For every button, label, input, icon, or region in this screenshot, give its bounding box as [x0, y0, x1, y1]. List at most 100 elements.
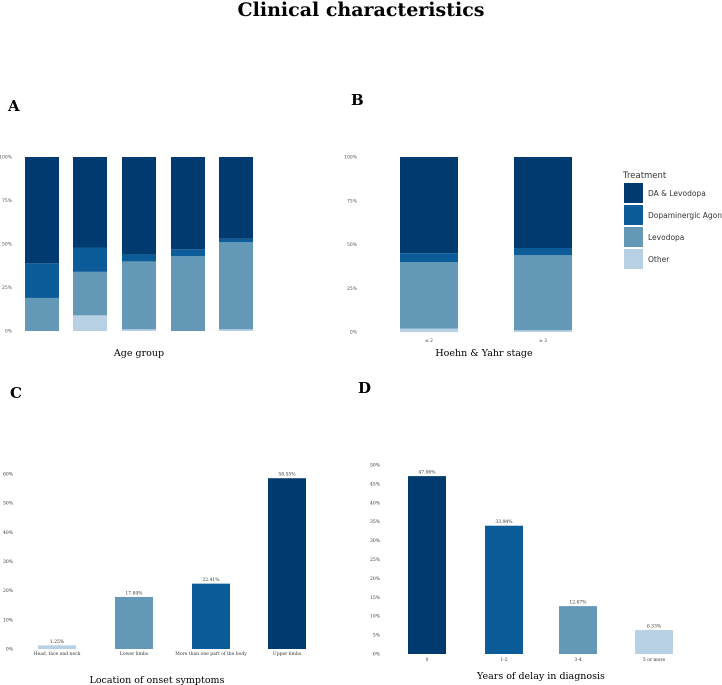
bar [408, 476, 446, 654]
y-tick-label: 60% [3, 472, 14, 478]
y-tick-label: 75% [347, 198, 358, 204]
panel-d: D 0% 5% 10% 15% 20% 25% 30% 35% 40% 45% 50% 47.06% 0 3… [358, 379, 673, 682]
y-tick-label: 20% [3, 588, 14, 594]
y-tick-label: 10% [370, 614, 381, 620]
bar [559, 606, 597, 654]
data-label: 6.33% [647, 624, 662, 630]
legend-swatch-dopaminergic-agonists [624, 205, 643, 225]
x-tick-label: Upper limbs [273, 651, 302, 657]
legend-swatch-levodopa [624, 227, 643, 247]
y-tick-label: 25% [2, 285, 13, 291]
bar-segment-other [514, 330, 572, 332]
legend-label-other: Other [648, 255, 670, 264]
y-tick-label: 10% [3, 617, 14, 623]
panel-b-letter: B [351, 91, 364, 109]
y-tick-label: 40% [3, 530, 14, 536]
bar-segment-other [122, 329, 156, 331]
y-tick-label: 0% [6, 647, 14, 653]
bar-segment-levodopa [219, 242, 253, 330]
x-tick-label: 5 or more [643, 657, 666, 663]
x-tick-label: ≤ 2 [425, 338, 433, 344]
y-tick-label: 50% [2, 242, 13, 248]
y-tick-label: 0% [373, 652, 381, 658]
bar-segment-levodopa [73, 271, 107, 316]
x-axis-title: Hoehn & Yahr stage [435, 348, 533, 359]
bar-segment-dopaminergic-agonists [219, 238, 253, 243]
data-label: 1.25% [50, 639, 65, 645]
x-axis-title: Location of onset symptoms [90, 675, 225, 685]
y-tick-label: 0% [350, 330, 358, 336]
treatment-legend: Treatment DA & Levodopa Dopaminergic Agoni… [622, 171, 722, 269]
y-tick-label: 25% [347, 286, 358, 292]
y-tick-label: 100% [344, 155, 358, 161]
x-tick-label: 3-4 [574, 657, 581, 663]
data-label: 22.41% [202, 577, 220, 583]
legend-swatch-other [624, 249, 643, 269]
panel-d-letter: D [358, 379, 371, 397]
page-title: Clinical characteristics [237, 0, 485, 21]
bar [268, 478, 306, 649]
y-tick-label: 50% [347, 242, 358, 248]
y-tick-label: 15% [370, 595, 381, 601]
bar-segment-other [400, 328, 458, 332]
y-tick-label: 50% [370, 463, 381, 469]
panel-a-letter: A [7, 97, 20, 115]
data-label: 58.55% [278, 472, 296, 478]
x-axis-title: Age group [113, 348, 164, 359]
panel-c-letter: C [10, 384, 22, 402]
legend-label-dopaminergic-agonists: Dopaminergic Agonists [648, 211, 722, 220]
y-tick-label: 50% [3, 501, 14, 507]
bar-segment-dopaminergic-agonists [400, 253, 458, 262]
data-label: 47.06% [418, 470, 436, 476]
bar-segment-dopaminergic-agonists [171, 249, 205, 257]
bar [635, 630, 673, 654]
bar-segment-levodopa [514, 255, 572, 331]
bar-segment-other [219, 329, 253, 331]
bar-segment-dopaminergic-agonists [25, 263, 59, 298]
y-tick-label: 0% [5, 329, 13, 335]
y-tick-label: 35% [370, 519, 381, 525]
bar-segment-other [73, 315, 107, 331]
bar-segment-da-levodopa [122, 157, 156, 255]
y-tick-label: 20% [370, 576, 381, 582]
bar-segment-da-levodopa [25, 157, 59, 264]
y-tick-label: 75% [2, 198, 13, 204]
x-tick-label: 1-2 [500, 657, 507, 663]
data-label: 33.94% [495, 519, 513, 525]
y-tick-label: 30% [3, 559, 14, 565]
y-tick-label: 5% [373, 633, 381, 639]
panel-a: A 0% 25% 50% 75% 100% Age group [0, 97, 253, 359]
bar-segment-dopaminergic-agonists [122, 254, 156, 262]
x-tick-label: More than one part of the body [175, 651, 247, 657]
y-tick-label: 30% [370, 538, 381, 544]
bar-segment-da-levodopa [400, 157, 458, 254]
bar-segment-levodopa [171, 256, 205, 331]
legend-title: Treatment [622, 171, 667, 181]
panel-b: B 0% 25% 50% 75% 100% ≤ 2 ≥ 3 Hoehn & Yahr stage [344, 91, 572, 359]
legend-label-da-levodopa: DA & Levodopa [648, 189, 706, 198]
bar-segment-levodopa [25, 297, 59, 331]
data-label: 12.67% [569, 600, 587, 606]
y-tick-label: 25% [370, 557, 381, 563]
x-tick-label: Head, face and neck [34, 651, 81, 657]
bar-segment-da-levodopa [171, 157, 205, 250]
bar [192, 583, 230, 649]
x-tick-label: ≥ 3 [539, 338, 547, 344]
legend-label-levodopa: Levodopa [648, 233, 684, 242]
bar [485, 525, 523, 654]
y-tick-label: 45% [370, 481, 381, 487]
bar-segment-da-levodopa [514, 157, 572, 248]
panel-c: C 0% 10% 20% 30% 40% 50% 60% 1.25% Head, face and… [3, 384, 306, 685]
bar-segment-da-levodopa [73, 157, 107, 248]
bar [38, 645, 76, 649]
x-tick-label: Lower limbs [120, 651, 149, 657]
y-tick-label: 40% [370, 500, 381, 506]
x-tick-label: 0 [426, 657, 429, 663]
legend-swatch-da-levodopa [624, 183, 643, 203]
bar [115, 596, 153, 649]
bar-segment-dopaminergic-agonists [514, 248, 572, 255]
bar-segment-levodopa [122, 261, 156, 330]
y-tick-label: 100% [0, 155, 13, 161]
x-axis-title: Years of delay in diagnosis [476, 671, 605, 682]
